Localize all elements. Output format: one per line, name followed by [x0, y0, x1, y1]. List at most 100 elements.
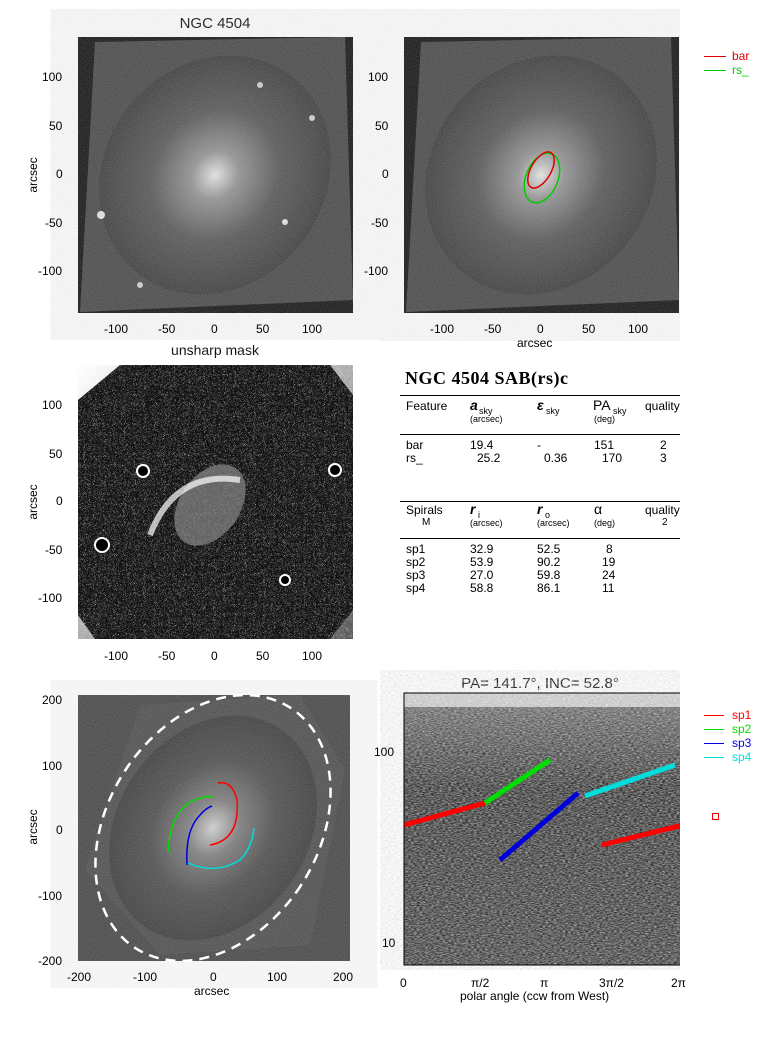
table-cell: rs_	[406, 451, 423, 465]
table-cell: 90.2	[537, 555, 561, 569]
table-cell: 27.0	[470, 568, 494, 582]
x-tick-label: π/2	[471, 976, 490, 990]
x-tick-label: 200	[333, 970, 354, 984]
y-tick-label: 100	[42, 759, 63, 773]
legend-line	[704, 715, 724, 716]
y-tick-label: 50	[49, 119, 63, 133]
x-tick-label: -50	[158, 649, 176, 663]
x-tick-label: -100	[104, 322, 129, 336]
table-cell: sp1	[406, 542, 426, 556]
table-cell: sp2	[406, 555, 426, 569]
col-header: r	[537, 501, 543, 517]
legend-item-sp4: sp4	[704, 750, 779, 764]
x-tick-label: -50	[484, 322, 502, 336]
legend-label: sp2	[732, 722, 752, 736]
x-tick-label: -50	[158, 322, 176, 336]
panel-feature-ellipses: 100 50 0 -50 -100 -100 -50 0 50 100 arcs…	[364, 0, 779, 360]
x-tick-label: 100	[302, 649, 323, 663]
y-tick-label: 0	[56, 494, 63, 508]
spiral-curve-sp3	[186, 805, 213, 866]
y-tick-label: 100	[42, 70, 63, 84]
y-axis-label: arcsec	[26, 484, 40, 520]
table-cell: 25.2	[477, 451, 501, 465]
x-tick-label: 50	[256, 649, 270, 663]
col-header-sub: sky	[479, 406, 493, 416]
y-axis-label: arcsec	[26, 157, 40, 193]
ellipse-overlay-plot	[404, 37, 679, 313]
galaxy-image-plot	[78, 37, 353, 313]
table-cell: 19	[602, 555, 616, 569]
table-cell: 8	[606, 542, 613, 556]
col-header-unit: 2	[662, 517, 668, 528]
col-header: α	[594, 501, 603, 517]
y-tick-label: -200	[38, 954, 63, 968]
y-axis-label: arcsec	[26, 809, 40, 845]
table-cell: 0.36	[544, 451, 568, 465]
col-header-unit: (arcsec)	[470, 414, 503, 424]
disk-ellipse	[94, 693, 332, 963]
col-header-sub: i	[478, 510, 480, 520]
x-tick-label: 0	[211, 649, 218, 663]
table-cell: 151	[594, 438, 615, 452]
col-header-sub: sky	[546, 406, 560, 416]
col-header: quality	[645, 503, 680, 517]
y-tick-label: 0	[56, 823, 63, 837]
y-tick-label: -100	[38, 591, 63, 605]
col-header: quality	[645, 399, 680, 413]
x-tick-label: -100	[133, 970, 158, 984]
x-tick-label: 100	[267, 970, 288, 984]
legend-line	[704, 743, 724, 744]
col-header-sub: sky	[613, 406, 627, 416]
legend-label: sp3	[732, 736, 752, 750]
col-header: Feature	[406, 399, 448, 413]
spiral-fit-lines	[403, 757, 680, 862]
y-tick-label: 10	[382, 936, 396, 950]
table-cell: bar	[406, 438, 424, 452]
panel-spiral-overlay: arcsec 200 100 0 -100 -200 -200 -100 0 1…	[0, 680, 380, 1020]
y-tick-label: -100	[38, 264, 63, 278]
x-tick-label: -100	[430, 322, 455, 336]
legend: bar rs_	[704, 49, 779, 77]
bar-ellipse	[527, 151, 555, 189]
table-cell: 52.5	[537, 542, 561, 556]
legend-line	[704, 70, 726, 71]
col-header-unit: (deg)	[594, 414, 616, 424]
col-header-unit: (arcsec)	[470, 518, 503, 528]
x-tick-label: 0	[537, 322, 544, 336]
col-header: Spirals	[406, 503, 443, 517]
rule	[400, 501, 680, 502]
spiral-fit-sp1	[601, 823, 680, 848]
table-cell: 11	[602, 581, 615, 595]
x-tick-label: 50	[582, 322, 596, 336]
col-header-sub: o	[545, 510, 551, 520]
table-cell: sp3	[406, 568, 426, 582]
x-tick-label: 2π	[671, 976, 686, 990]
y-tick-label: 100	[368, 70, 389, 84]
table-cell: 24	[602, 568, 616, 582]
x-tick-label: π	[540, 976, 549, 990]
legend-item-sp1: sp1	[704, 708, 779, 722]
x-axis-label: polar angle (ccw from West)	[460, 989, 610, 1003]
x-tick-label: -200	[67, 970, 92, 984]
legend-line	[704, 757, 724, 758]
panel-unsharp-mask: unsharp mask arcsec 100 50 0 -50 -100 -1…	[0, 340, 380, 670]
legend-label: bar	[732, 49, 750, 63]
x-axis-label: arcsec	[194, 984, 230, 998]
table-cell: 32.9	[470, 542, 494, 556]
y-tick-label: 0	[382, 167, 389, 181]
legend-line	[704, 729, 724, 730]
rule	[400, 395, 680, 396]
spiral-curve-sp2	[167, 795, 214, 853]
col-header: ε	[537, 397, 544, 413]
col-header: PA	[593, 397, 611, 413]
unsharp-mask-plot	[78, 365, 353, 639]
x-tick-label: 100	[302, 322, 323, 336]
legend-line	[704, 56, 726, 57]
table-cell: 19.4	[470, 438, 494, 452]
y-tick-label: 100	[374, 745, 395, 759]
panel-title: unsharp mask	[171, 342, 259, 358]
x-tick-label: 0	[210, 970, 217, 984]
x-tick-label: -100	[104, 649, 129, 663]
y-tick-label: -50	[45, 543, 63, 557]
x-tick-label: 0	[211, 322, 218, 336]
